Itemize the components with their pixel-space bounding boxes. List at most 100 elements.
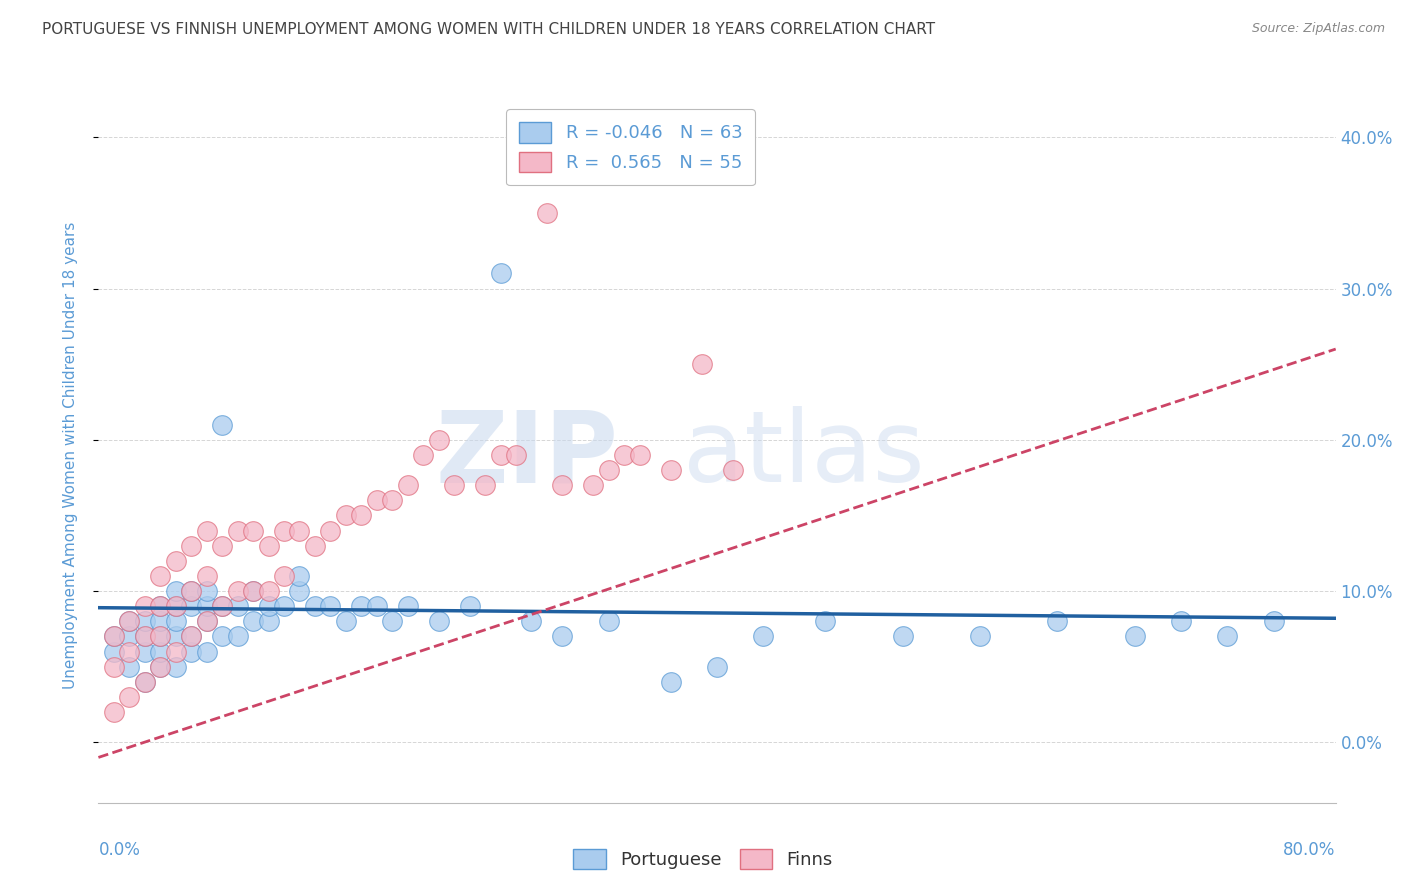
Point <box>242 524 264 538</box>
Point <box>165 629 187 643</box>
Point <box>969 629 991 643</box>
Point <box>165 584 187 599</box>
Point <box>350 599 373 614</box>
Point <box>257 615 280 629</box>
Point <box>273 569 295 583</box>
Point <box>165 599 187 614</box>
Point <box>242 584 264 599</box>
Point <box>412 448 434 462</box>
Point <box>891 629 914 643</box>
Point <box>211 599 233 614</box>
Point <box>273 524 295 538</box>
Point <box>1263 615 1285 629</box>
Legend: Portuguese, Finns: Portuguese, Finns <box>564 839 842 879</box>
Text: Source: ZipAtlas.com: Source: ZipAtlas.com <box>1251 22 1385 36</box>
Point <box>427 615 450 629</box>
Point <box>149 644 172 658</box>
Point <box>536 206 558 220</box>
Point <box>149 659 172 673</box>
Point <box>211 599 233 614</box>
Point <box>149 629 172 643</box>
Point <box>1170 615 1192 629</box>
Point <box>149 599 172 614</box>
Point <box>319 599 342 614</box>
Point <box>273 599 295 614</box>
Text: PORTUGUESE VS FINNISH UNEMPLOYMENT AMONG WOMEN WITH CHILDREN UNDER 18 YEARS CORR: PORTUGUESE VS FINNISH UNEMPLOYMENT AMONG… <box>42 22 935 37</box>
Point <box>118 629 141 643</box>
Point <box>520 615 543 629</box>
Y-axis label: Unemployment Among Women with Children Under 18 years: Unemployment Among Women with Children U… <box>63 221 77 689</box>
Point <box>366 599 388 614</box>
Point <box>443 478 465 492</box>
Point <box>134 674 156 689</box>
Point <box>474 478 496 492</box>
Point <box>149 629 172 643</box>
Point <box>149 599 172 614</box>
Text: atlas: atlas <box>683 407 925 503</box>
Point <box>489 267 512 281</box>
Point <box>257 584 280 599</box>
Point <box>103 705 125 719</box>
Point <box>721 463 744 477</box>
Point <box>195 615 218 629</box>
Point <box>690 357 713 371</box>
Point <box>598 615 620 629</box>
Point <box>381 615 404 629</box>
Point <box>134 629 156 643</box>
Point <box>180 644 202 658</box>
Point <box>195 569 218 583</box>
Point <box>582 478 605 492</box>
Point <box>165 644 187 658</box>
Point <box>103 629 125 643</box>
Point <box>319 524 342 538</box>
Point <box>551 478 574 492</box>
Point <box>242 584 264 599</box>
Point <box>134 674 156 689</box>
Point <box>242 615 264 629</box>
Point <box>628 448 651 462</box>
Point <box>659 674 682 689</box>
Point <box>1216 629 1239 643</box>
Point <box>134 644 156 658</box>
Point <box>551 629 574 643</box>
Point <box>304 599 326 614</box>
Point <box>752 629 775 643</box>
Point <box>366 493 388 508</box>
Point <box>814 615 837 629</box>
Point <box>226 524 249 538</box>
Point <box>226 599 249 614</box>
Point <box>257 599 280 614</box>
Point <box>211 539 233 553</box>
Point <box>613 448 636 462</box>
Point <box>427 433 450 447</box>
Point <box>396 478 419 492</box>
Point <box>489 448 512 462</box>
Point <box>288 584 311 599</box>
Point <box>598 463 620 477</box>
Point <box>257 539 280 553</box>
Point <box>118 615 141 629</box>
Point <box>103 644 125 658</box>
Point <box>226 584 249 599</box>
Point <box>149 659 172 673</box>
Point <box>103 659 125 673</box>
Point <box>335 508 357 523</box>
Legend: R = -0.046   N = 63, R =  0.565   N = 55: R = -0.046 N = 63, R = 0.565 N = 55 <box>506 109 755 186</box>
Point <box>180 629 202 643</box>
Point <box>149 569 172 583</box>
Point <box>1046 615 1069 629</box>
Point <box>134 615 156 629</box>
Point <box>134 599 156 614</box>
Point <box>118 644 141 658</box>
Point <box>103 629 125 643</box>
Point <box>1123 629 1146 643</box>
Point <box>180 599 202 614</box>
Point <box>180 584 202 599</box>
Point <box>195 599 218 614</box>
Point <box>118 690 141 704</box>
Point <box>180 629 202 643</box>
Point <box>118 615 141 629</box>
Point <box>458 599 481 614</box>
Text: ZIP: ZIP <box>436 407 619 503</box>
Point <box>165 615 187 629</box>
